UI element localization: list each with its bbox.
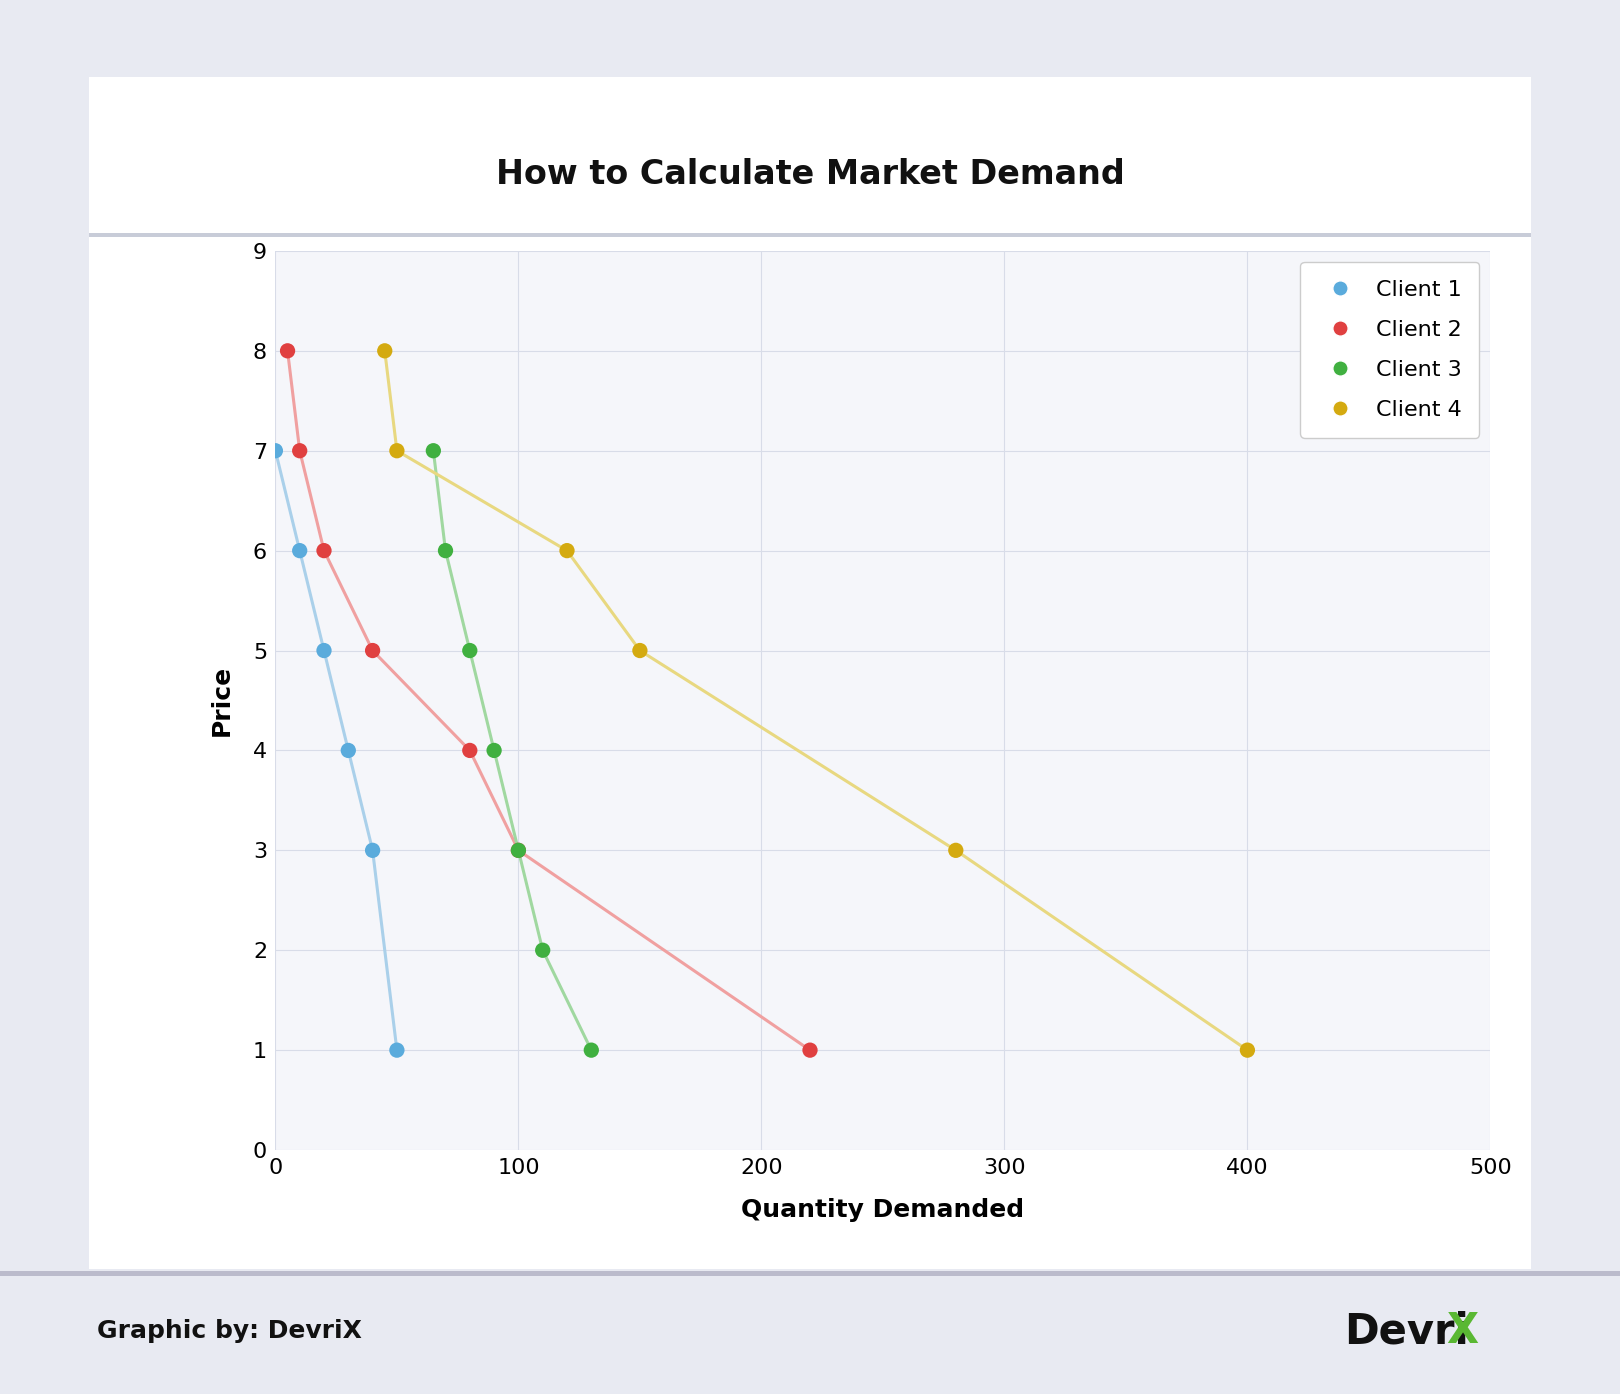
Legend: Client 1, Client 2, Client 3, Client 4: Client 1, Client 2, Client 3, Client 4 xyxy=(1301,262,1479,438)
Point xyxy=(1234,1039,1260,1061)
Point xyxy=(797,1039,823,1061)
Text: X: X xyxy=(1447,1310,1479,1352)
Point xyxy=(554,539,580,562)
Point xyxy=(274,340,301,362)
Point xyxy=(457,739,483,761)
Point xyxy=(421,439,447,461)
Point xyxy=(262,439,288,461)
Text: Graphic by: DevriX: Graphic by: DevriX xyxy=(97,1319,363,1344)
Point xyxy=(627,640,653,662)
Text: Devri: Devri xyxy=(1345,1310,1469,1352)
Y-axis label: Price: Price xyxy=(209,665,233,736)
Point xyxy=(311,640,337,662)
Text: How to Calculate Market Demand: How to Calculate Market Demand xyxy=(496,158,1124,191)
Point xyxy=(287,539,313,562)
Point xyxy=(943,839,969,861)
X-axis label: Quantity Demanded: Quantity Demanded xyxy=(742,1197,1024,1221)
Point xyxy=(360,839,386,861)
Point xyxy=(481,739,507,761)
Point xyxy=(360,640,386,662)
Point xyxy=(335,739,361,761)
Point xyxy=(373,340,399,362)
Point xyxy=(287,439,313,461)
Point xyxy=(433,539,458,562)
Point xyxy=(384,439,410,461)
Point xyxy=(457,640,483,662)
Point xyxy=(505,839,531,861)
Point xyxy=(530,940,556,962)
Point xyxy=(311,539,337,562)
Point xyxy=(384,1039,410,1061)
Point xyxy=(578,1039,604,1061)
Point xyxy=(505,839,531,861)
